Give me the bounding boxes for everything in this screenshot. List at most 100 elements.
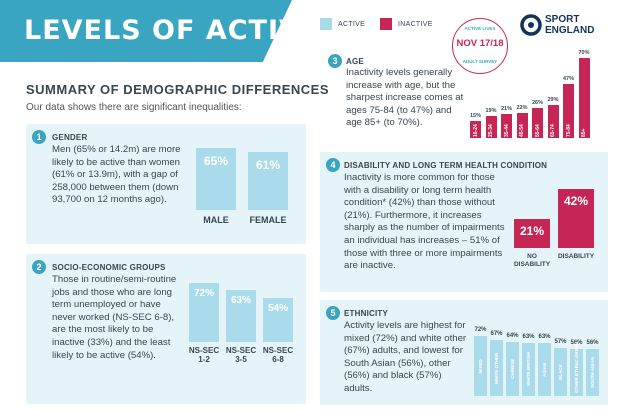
socio-bar-value: 72% [193, 287, 214, 299]
socio-category-label: NS-SEC [188, 346, 220, 355]
socio-category-label: NS-SEC [262, 346, 294, 355]
gender-category-label: MALE [203, 215, 229, 225]
legend-active-label: ACTIVE [338, 21, 366, 28]
ethnicity-title: ETHNICITY [344, 309, 389, 318]
ethnicity-bar-value: 67% [490, 330, 503, 337]
ethnicity-bar-value: 63% [522, 334, 535, 341]
gender-bar-value: 65% [203, 154, 229, 169]
section-number-3: 3 [328, 54, 342, 68]
ethnicity-category-label: WHITE OTHER [493, 352, 499, 384]
stamp-date: NOV 17/18 [456, 38, 504, 49]
ethnicity-bar-value: 56% [586, 339, 599, 346]
age-bar [578, 57, 590, 138]
age-bar-value: 22% [516, 104, 528, 111]
socio-bar [226, 290, 256, 342]
socio-category-label: NS-SEC [225, 346, 257, 355]
age-title: AGE [346, 57, 364, 66]
age-bar-value: 70% [578, 49, 590, 56]
legend-inactive-label: INACTIVE [398, 21, 433, 28]
section-number-4: 4 [326, 158, 340, 172]
ethnicity-bar [570, 348, 583, 396]
socio-bar-value: 54% [267, 302, 288, 314]
ethnicity-bar [554, 348, 567, 396]
logo-line1: SPORT [545, 14, 580, 25]
section-number-5: 5 [326, 306, 340, 320]
summary-subtitle: Our data shows there are significant ine… [26, 102, 242, 113]
gender-bar [196, 148, 236, 210]
age-category-label: 75-84 [565, 124, 572, 137]
age-category-label: 25-34 [488, 124, 494, 137]
age-bar-value: 29% [547, 96, 559, 103]
socio-category-label: 3-5 [235, 355, 247, 364]
age-bar [563, 83, 574, 138]
ethnicity-text: Activity levels are highest for mixed (7… [344, 320, 467, 394]
age-bar-value: 21% [500, 105, 512, 112]
ethnicity-bar-value: 63% [538, 334, 551, 341]
ethnicity-category-label: WHITE BRITISH [525, 352, 531, 387]
stamp-bottom-text: ADULT SURVEY [462, 59, 498, 64]
disability-bar [514, 218, 550, 248]
ethnicity-category-label: BLACK [557, 364, 563, 380]
ethnicity-category-label: CHINESE [509, 359, 515, 380]
legend-inactive-swatch [380, 18, 392, 30]
age-bar [485, 116, 497, 138]
ethnicity-category-label: SOUTH ASIAN [589, 357, 595, 388]
ethnicity-bar-value: 57% [554, 339, 567, 346]
gender-title: GENDER [52, 133, 88, 142]
ethnicity-bar [586, 348, 599, 396]
age-category-label: 55-64 [534, 124, 541, 137]
age-bar [516, 112, 528, 138]
disability-title: DISABILITY AND LONG TERM HEALTH CONDITIO… [344, 161, 548, 170]
gender-bar [248, 152, 288, 210]
title-banner [0, 0, 292, 62]
ethnicity-category-label: OTHER ETHNIC ORIGIN [573, 341, 579, 393]
age-category-label: 65-74 [550, 124, 556, 137]
disability-category-label: NO [527, 253, 537, 260]
ethnicity-bar [474, 335, 487, 396]
socio-panel [26, 254, 306, 404]
age-text: Inactivity levels generally increase wit… [346, 67, 464, 129]
sport-england-logo-icon [520, 14, 542, 36]
age-bar-value: 19% [485, 108, 497, 115]
age-bar-value: 15% [469, 112, 481, 119]
ethnicity-bar [522, 343, 535, 396]
summary-title: SUMMARY OF DEMOGRAPHIC DIFFERENCES [26, 82, 330, 97]
disability-bar [558, 189, 594, 248]
ethnicity-bar [538, 343, 551, 396]
ethnicity-category-label: MIXED [477, 358, 483, 373]
survey-stamp [452, 18, 508, 74]
page-title: LEVELS OF ACTIVITY [24, 15, 352, 46]
disability-category-label: DISABILITY [513, 261, 551, 268]
age-category-label: 85+ [581, 128, 587, 137]
socio-text: Those in routine/semi-routine jobs and t… [52, 274, 177, 361]
age-bar [532, 108, 543, 138]
ethnicity-bar-value: 72% [474, 326, 487, 333]
age-category-label: 45-54 [519, 124, 525, 137]
ethnicity-category-label: ASIAN [541, 362, 547, 377]
disability-bar-value: 42% [563, 194, 589, 209]
socio-bar [263, 297, 293, 342]
socio-category-label: 6-8 [272, 355, 284, 364]
stamp-top-text: ACTIVE LIVES [464, 26, 496, 31]
age-bar-value: 47% [562, 75, 574, 82]
age-bar [501, 113, 512, 138]
ethnicity-bar [506, 342, 519, 396]
ethnicity-bar [490, 339, 503, 396]
socio-bar-value: 63% [230, 295, 251, 307]
disability-text: Inactivity is more common for those with… [344, 172, 505, 272]
ethnicity-bar-value: 64% [506, 333, 519, 340]
age-bar [470, 120, 481, 138]
age-category-label: 16-24 [472, 124, 479, 137]
socio-title: SOCIO-ECONOMIC GROUPS [52, 263, 166, 272]
age-bar [547, 104, 559, 138]
socio-category-label: 1-2 [198, 355, 210, 364]
disability-bar-value: 21% [519, 223, 545, 238]
logo-line2: ENGLAND [545, 25, 595, 36]
gender-bar-value: 61% [255, 158, 281, 173]
disability-category-label: DISABILITY [557, 253, 595, 260]
socio-bar [189, 282, 219, 342]
gender-text: Men (65% or 14.2m) are more likely to be… [52, 144, 181, 206]
ethnicity-bar-value: 56% [570, 339, 583, 346]
section-number-1: 1 [32, 130, 46, 144]
age-category-label: 35-44 [503, 124, 510, 137]
